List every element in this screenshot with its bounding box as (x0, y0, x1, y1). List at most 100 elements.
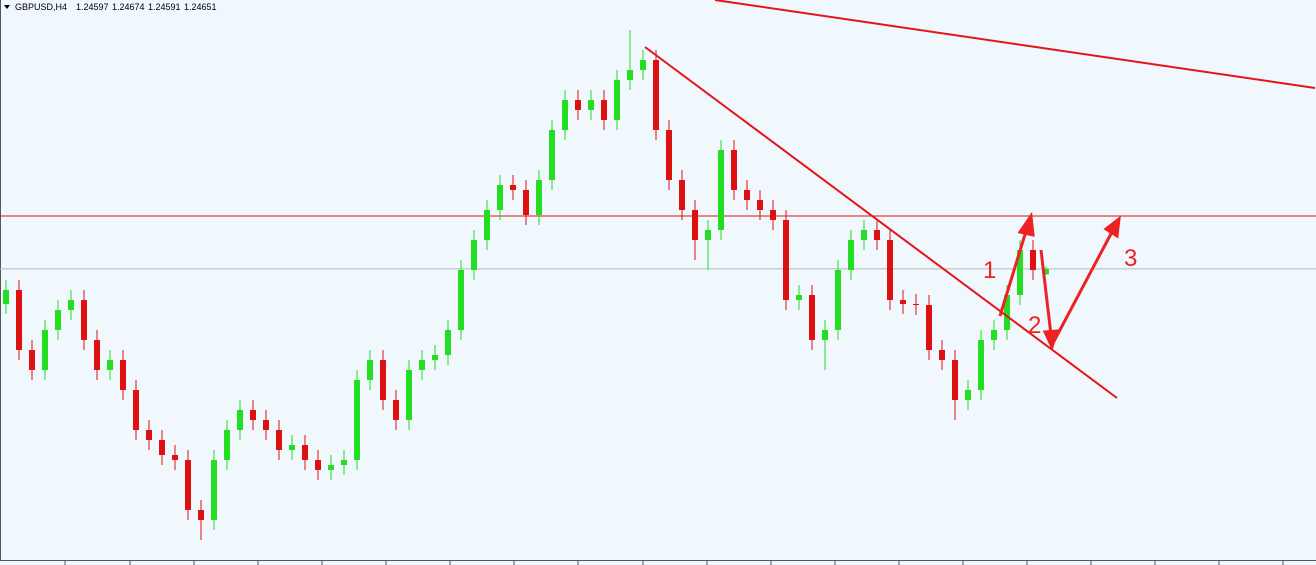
chart-title: GBPUSD,H4 (15, 2, 67, 12)
candle-body (627, 70, 633, 80)
candles (0, 30, 1316, 540)
candle-body (978, 340, 984, 390)
candle-body (16, 290, 22, 350)
arrow-head (1017, 211, 1035, 237)
candle-body (926, 305, 932, 350)
candle-body (406, 370, 412, 420)
annotation: 2 (1028, 312, 1041, 339)
arrow-3 (1050, 229, 1115, 346)
candle-body (29, 350, 35, 370)
candle-body (965, 390, 971, 400)
candle-body (991, 330, 997, 340)
candle-body (198, 510, 204, 520)
arrow-1 (998, 227, 1029, 317)
low-price: 1.24591 (148, 2, 181, 12)
candle-body (1043, 268, 1049, 275)
candle-body (445, 330, 451, 355)
candle-body (913, 304, 919, 305)
candle-body (68, 300, 74, 310)
candle-body (835, 270, 841, 330)
candle-body (393, 400, 399, 420)
annotation: 1 (983, 257, 996, 284)
candle-body (549, 130, 555, 180)
candle-body (354, 380, 360, 460)
candle-body (861, 230, 867, 240)
candle-body (523, 190, 529, 215)
candle-body (822, 330, 828, 340)
candle-body (952, 360, 958, 400)
candle-body (55, 310, 61, 330)
candle-body (796, 295, 802, 300)
candle-body (497, 185, 503, 210)
candle-body (887, 240, 893, 300)
candle-body (484, 210, 490, 240)
candle-body (328, 465, 334, 470)
candle-body (770, 210, 776, 220)
candle-body (302, 445, 308, 460)
candle-body (692, 210, 698, 240)
time-axis-ticks (64, 560, 1284, 565)
candle-body (432, 355, 438, 360)
candle-body (211, 460, 217, 520)
annotation: 3 (1124, 245, 1137, 272)
candle-body (185, 460, 191, 510)
close-price: 1.24651 (184, 2, 217, 12)
candle-body (159, 440, 165, 455)
candle-body (341, 460, 347, 465)
candle-body (94, 340, 100, 370)
candle-body (718, 150, 724, 230)
candle-body (614, 80, 620, 120)
candle-body (263, 420, 269, 430)
candle-body (640, 60, 646, 70)
candle-body (510, 185, 516, 190)
candle-body (146, 430, 152, 440)
candle-body (783, 220, 789, 300)
arrow-head (1103, 215, 1121, 239)
candle-body (471, 240, 477, 270)
candle-body (81, 300, 87, 340)
high-price: 1.24674 (112, 2, 145, 12)
candle-body (133, 390, 139, 430)
candle-body (744, 190, 750, 200)
drawings (644, 0, 1316, 399)
arrows (998, 211, 1121, 352)
candle-body (939, 350, 945, 360)
candle-body (588, 100, 594, 110)
candle-body (276, 430, 282, 450)
candle-body (172, 455, 178, 460)
candle-body (757, 200, 763, 210)
candle-body (120, 360, 126, 390)
candle-body (250, 410, 256, 420)
trendline (644, 46, 1118, 399)
candle-body (107, 360, 113, 370)
candle-body (575, 100, 581, 110)
trendline (714, 0, 1316, 89)
candle-body (536, 180, 542, 215)
candle-body (237, 410, 243, 430)
candle-body (666, 130, 672, 180)
candle-body (224, 430, 230, 460)
open-price: 1.24597 (76, 2, 109, 12)
candle-body (848, 240, 854, 270)
candle-body (731, 150, 737, 190)
candle-body (809, 295, 815, 340)
menu-arrow[interactable] (4, 5, 10, 9)
arrow-2 (1039, 249, 1053, 336)
candle-body (1030, 250, 1036, 270)
candle-body (3, 290, 9, 304)
candle-body (874, 230, 880, 240)
candle-body (601, 100, 607, 120)
candle-body (1004, 295, 1010, 330)
candle-body (653, 60, 659, 130)
candle-body (1017, 250, 1023, 295)
candle-body (705, 230, 711, 240)
candle-body (419, 360, 425, 370)
candle-body (458, 270, 464, 330)
candle-body (289, 445, 295, 450)
candle-body (42, 330, 48, 370)
candle-body (315, 460, 321, 470)
candle-body (679, 180, 685, 210)
candle-body (562, 100, 568, 130)
candle-body (900, 300, 906, 304)
